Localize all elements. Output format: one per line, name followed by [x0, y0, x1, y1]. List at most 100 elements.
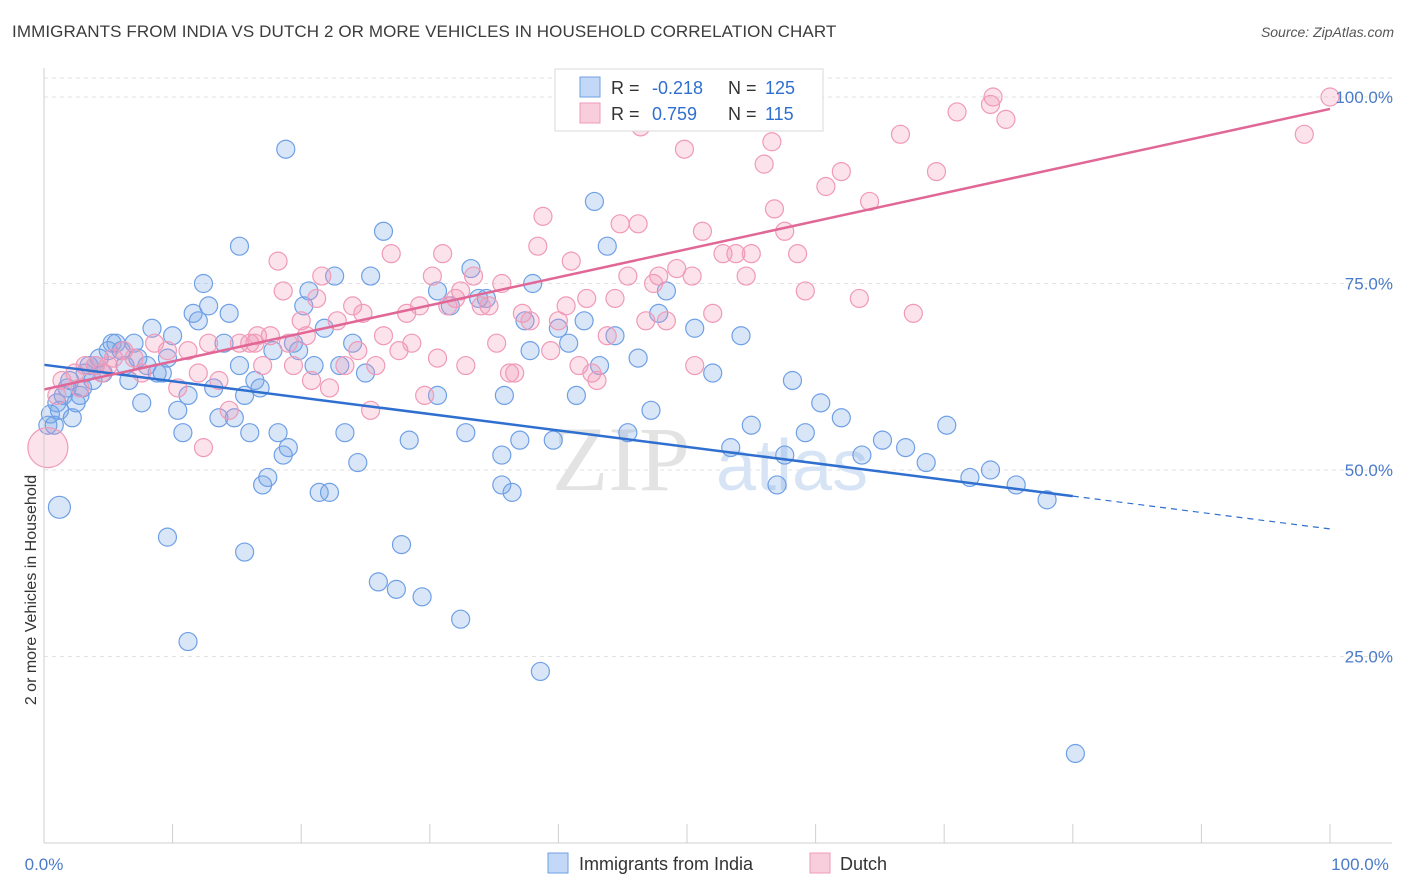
india-point-110: [767, 475, 787, 495]
india-point-95: [559, 333, 579, 353]
dutch-point-90: [685, 355, 705, 376]
dutch-point-103: [831, 162, 851, 182]
india-point-131: [229, 236, 250, 256]
dutch-point-18: [193, 438, 214, 458]
bottom-legend-label-dutch: Dutch: [840, 854, 887, 874]
india-point-45: [229, 355, 250, 376]
india-point-122: [980, 460, 1001, 480]
india-point-55: [278, 438, 298, 458]
india-point-39: [199, 296, 219, 316]
india-point-2: [44, 415, 64, 435]
dutch-point-40: [343, 296, 363, 316]
dutch-point-75: [577, 288, 597, 309]
dutch-point-65: [505, 363, 525, 383]
dutch-point-95: [736, 266, 756, 286]
india-point-65: [330, 355, 350, 376]
dutch-point-88: [674, 139, 695, 159]
india-point-133: [597, 236, 617, 256]
india-point-43: [219, 303, 239, 323]
india-point-68: [348, 452, 368, 473]
india-point-32: [163, 326, 183, 346]
legend: R = -0.218 N = 125 R = 0.759 N = 115: [554, 68, 824, 132]
dutch-point-46: [381, 244, 401, 264]
bottom-legend-swatch-dutch: [809, 852, 831, 874]
dutch-point-34: [301, 370, 322, 391]
dutch-point-80: [610, 214, 630, 234]
india-point-10: [70, 385, 90, 405]
dutch-point-44: [366, 355, 386, 376]
legend-r-label-dutch: R =: [611, 104, 640, 124]
india-point-86: [492, 445, 512, 465]
legend-swatch-dutch: [579, 102, 601, 124]
dutch-point-68: [528, 236, 548, 256]
dutch-point-92: [703, 303, 723, 323]
bottom-legend-swatch-india: [547, 852, 569, 874]
india-point-63: [319, 482, 340, 502]
india-point-37: [188, 311, 208, 331]
india-point-106: [703, 363, 723, 383]
india-point-24: [124, 333, 144, 353]
dutch-point-69: [533, 206, 553, 226]
india-point-128: [178, 631, 198, 652]
india-point-132: [494, 385, 514, 405]
dutch-point-85: [649, 266, 669, 286]
legend-n-value-dutch: 115: [765, 104, 794, 124]
dutch-point-53: [427, 348, 448, 368]
india-point-26: [132, 393, 152, 413]
dutch-point-77: [587, 370, 607, 391]
dutch-point-16: [178, 341, 198, 361]
dutch-point-60: [471, 296, 491, 316]
india-point-61: [309, 482, 329, 502]
y-tick-label-2: 75.0%: [1345, 275, 1393, 294]
india-point-126: [47, 495, 72, 519]
dutch-point-0: [27, 427, 69, 469]
dutch-point-19: [199, 333, 219, 353]
dutch-point-51: [415, 385, 435, 405]
legend-n-label-dutch: N =: [728, 104, 757, 124]
india-point-101: [628, 348, 648, 368]
dutch-point-32: [291, 311, 311, 331]
trend-line-extension-india: [1072, 495, 1331, 530]
trend-line-india: [43, 363, 1073, 498]
india-point-116: [852, 445, 872, 465]
dutch-point-113: [890, 124, 911, 144]
legend-r-value-dutch: 0.759: [652, 104, 697, 124]
dutch-point-36: [312, 266, 332, 286]
india-point-89: [515, 311, 535, 331]
y-axis-label: 2 or more Vehicles in Household: [23, 475, 40, 705]
india-point-90: [520, 341, 540, 361]
dutch-point-97: [754, 154, 774, 174]
india-point-93: [543, 430, 563, 450]
dutch-point-100: [787, 244, 808, 264]
india-point-81: [456, 423, 476, 443]
india-point-112: [782, 370, 803, 391]
dutch-point-11: [124, 348, 144, 368]
dutch-point-73: [561, 251, 581, 271]
dutch-point-67: [520, 311, 540, 331]
dutch-point-62: [487, 333, 507, 353]
india-point-94: [548, 318, 569, 338]
india-point-127: [157, 527, 178, 547]
legend-swatch-india: [579, 76, 601, 98]
india-point-98: [589, 355, 610, 376]
dutch-point-94: [726, 244, 746, 264]
dutch-point-107: [926, 162, 947, 182]
india-point-102: [641, 400, 661, 420]
y-tick-label-3: 100.0%: [1335, 88, 1393, 107]
dutch-point-61: [479, 296, 499, 316]
dutch-point-86: [656, 311, 677, 331]
dutch-point-64: [499, 363, 520, 383]
india-point-108: [731, 326, 751, 346]
india-point-96: [566, 385, 587, 405]
watermark: ZIP atlas: [552, 408, 868, 510]
dutch-point-43: [361, 400, 381, 420]
india-point-60: [304, 355, 324, 376]
dutch-point-91: [692, 221, 713, 241]
india-point-41: [209, 408, 229, 428]
dutch-point-59: [463, 266, 484, 286]
dutch-point-52: [422, 266, 442, 286]
dutch-point-54: [433, 244, 453, 264]
india-point-73: [386, 579, 406, 599]
dutch-point-114: [980, 94, 1001, 115]
dutch-point-45: [373, 326, 394, 346]
